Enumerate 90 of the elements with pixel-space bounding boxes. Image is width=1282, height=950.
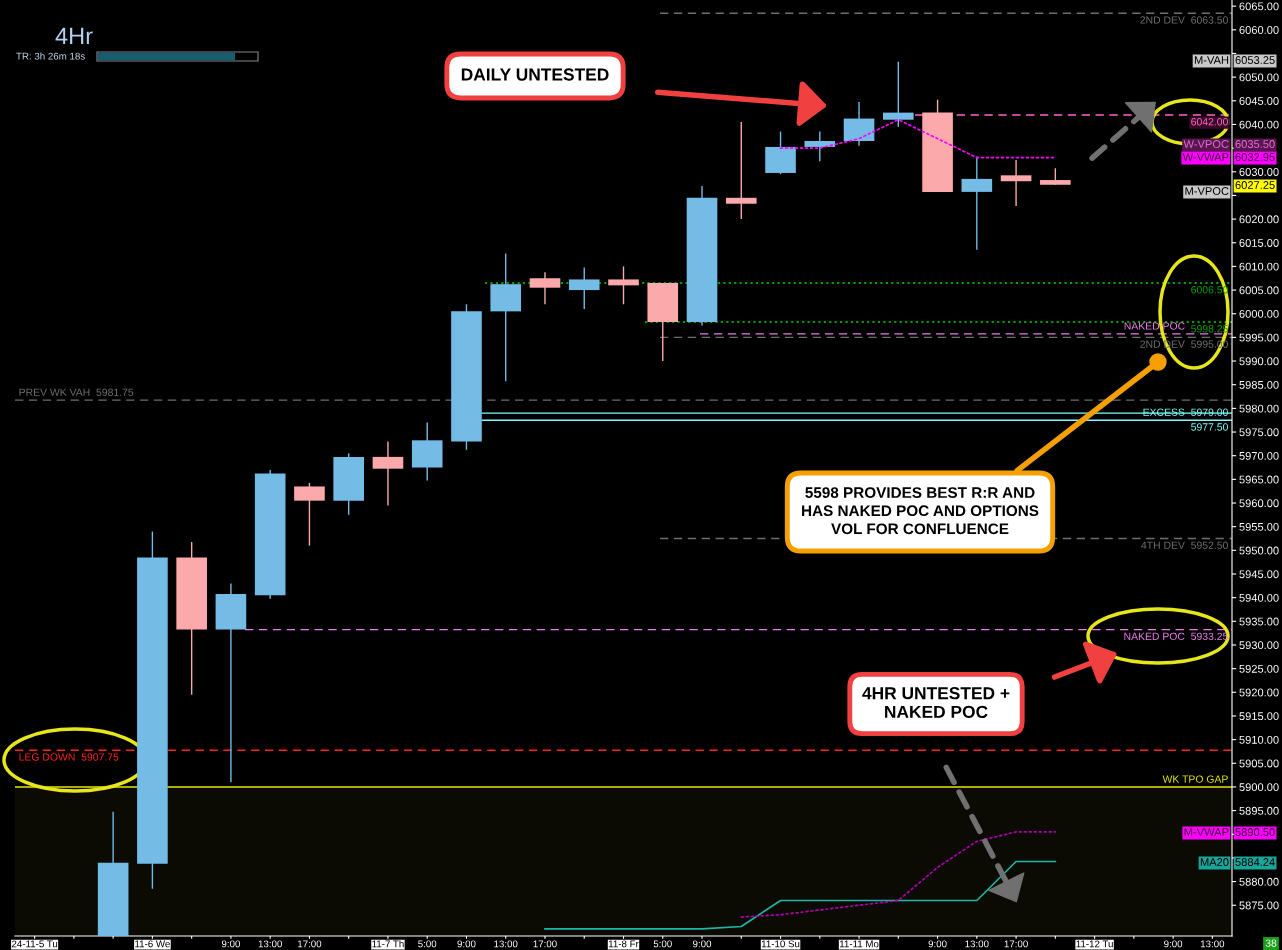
- text: 6032.95: [1235, 153, 1275, 161]
- text: 6027.25: [1235, 181, 1275, 189]
- candlestick: [725, 121, 757, 220]
- ref-line-label: 5977.50: [1191, 423, 1228, 431]
- y-tick-label: 5975.00: [1239, 428, 1279, 437]
- candlestick: [961, 155, 993, 251]
- annotation: W-VWAP: [1182, 153, 1229, 161]
- x-tick-label: 11-8 Fr: [608, 940, 639, 948]
- y-tick-label: 6040.00: [1239, 120, 1279, 129]
- annotation: DAILY UNTESTED: [461, 68, 609, 81]
- x-tick-label: 11-11 Mo: [839, 940, 879, 948]
- x-tick-label: 17:00: [298, 940, 322, 948]
- x-tick-label: 9:00: [693, 940, 712, 948]
- y-tick-label: 5985.00: [1239, 380, 1279, 389]
- text: 38: [1265, 939, 1277, 947]
- text: 6035.50: [1235, 140, 1275, 148]
- x-tick-label: 5:00: [418, 940, 437, 948]
- text: 6053.25: [1235, 56, 1275, 64]
- ref-line-label: 6042.00: [1191, 118, 1228, 126]
- line-series: [544, 860, 1057, 930]
- ref-line-label: 2ND DEV 6063.50: [1140, 16, 1228, 24]
- y-tick-label: 6005.00: [1239, 286, 1279, 295]
- y-tick-label: 5900.00: [1239, 783, 1279, 792]
- y-tick-label: 5930.00: [1239, 641, 1279, 650]
- y-tick-label: 6045.00: [1239, 97, 1279, 105]
- x-tick-label: 9:00: [457, 940, 476, 948]
- x-tick-label: 11-12 Tu: [1076, 940, 1113, 948]
- y-tick-label: 5995.00: [1239, 333, 1279, 342]
- candlestick: [883, 61, 914, 128]
- x-tick-label: 13:00: [1200, 940, 1225, 948]
- y-tick-label: 6030.00: [1239, 168, 1279, 176]
- ref-line-label: PREV WK VAH 5981.75: [19, 388, 134, 396]
- annotation: W-VPOC: [1183, 140, 1229, 148]
- candlestick: [1000, 159, 1032, 207]
- y-tick-label: 5915.00: [1239, 712, 1279, 721]
- annotation: TR: 3h 26m 18s: [16, 52, 85, 60]
- x-tick-label: 17:00: [533, 940, 557, 948]
- y-tick-label: 6050.00: [1239, 73, 1279, 82]
- x-tick-label: 11-6 We: [135, 940, 170, 948]
- candlestick: [608, 265, 639, 305]
- x-tick-label: 13:00: [965, 940, 989, 948]
- y-tick-label: 5895.00: [1239, 806, 1279, 815]
- y-tick-label: 6020.00: [1239, 215, 1279, 224]
- y-tick-label: 5945.00: [1239, 570, 1279, 579]
- y-tick-label: 5920.00: [1239, 688, 1279, 697]
- y-tick-label: 5970.00: [1239, 451, 1279, 460]
- y-tick-label: 5955.00: [1239, 522, 1279, 531]
- y-tick-label: 5910.00: [1239, 735, 1279, 744]
- annotation: 5598 PROVIDES BEST R:R AND HAS NAKED POC AND OPTIONS VOL FOR CONFLUENCE: [802, 487, 1039, 535]
- x-tick-label: 17:00: [1004, 940, 1028, 948]
- y-tick-label: 6010.00: [1239, 262, 1279, 271]
- y-tick-label: 5960.00: [1239, 499, 1279, 508]
- ref-line-label: LEG DOWN 5907.75: [19, 753, 119, 761]
- y-tick-label: 6000.00: [1239, 310, 1279, 318]
- x-tick-label: 9:00: [928, 940, 947, 948]
- x-tick-label: 24-11-5 Tu: [11, 940, 58, 948]
- annotation: M-VWAP: [1184, 828, 1229, 836]
- text: 5884.24: [1235, 858, 1275, 866]
- line-series: [740, 831, 1057, 918]
- ref-line-label: 4TH DEV 5952.50: [1141, 541, 1228, 549]
- y-tick-label: 6065.00: [1239, 2, 1279, 11]
- y-tick-label: 5880.00: [1239, 877, 1279, 886]
- annotation: M-VAH: [1194, 56, 1229, 64]
- y-tick-label: 5990.00: [1239, 357, 1279, 366]
- y-tick-label: 6060.00: [1239, 26, 1279, 34]
- x-tick-label: 9:00: [221, 940, 240, 948]
- ref-line-label: NAKED POC: [1124, 322, 1185, 330]
- text: 5890.50: [1235, 828, 1275, 836]
- y-tick-label: 5940.00: [1239, 593, 1279, 602]
- x-tick-label: 13:00: [494, 940, 518, 948]
- y-tick-label: 6015.00: [1239, 239, 1279, 247]
- y-tick-label: 5980.00: [1239, 404, 1279, 413]
- candlestick: [804, 130, 836, 162]
- candlestick: [372, 440, 404, 507]
- ref-line-label: WK TPO GAP: [1162, 775, 1228, 783]
- y-tick-label: 5925.00: [1239, 664, 1279, 673]
- y-tick-label: 5875.00: [1239, 901, 1279, 910]
- y-tick-label: 5950.00: [1239, 546, 1279, 555]
- y-tick-label: 5905.00: [1239, 759, 1279, 768]
- annotation: M-VPOC: [1185, 187, 1229, 195]
- y-tick-label: 5965.00: [1239, 475, 1279, 484]
- x-tick-label: 13:00: [258, 940, 282, 948]
- annotation: MA20: [1200, 858, 1229, 866]
- text: 4Hr: [55, 27, 93, 45]
- x-tick-label: 11-10 Su: [761, 940, 800, 948]
- y-tick-label: 5935.00: [1239, 617, 1279, 626]
- x-tick-label: 9:00: [1164, 940, 1183, 948]
- x-tick-label: 5:00: [653, 940, 672, 948]
- x-tick-label: 11-7 Th: [372, 940, 404, 948]
- annotation: 4HR UNTESTED + NAKED POC: [862, 687, 1010, 719]
